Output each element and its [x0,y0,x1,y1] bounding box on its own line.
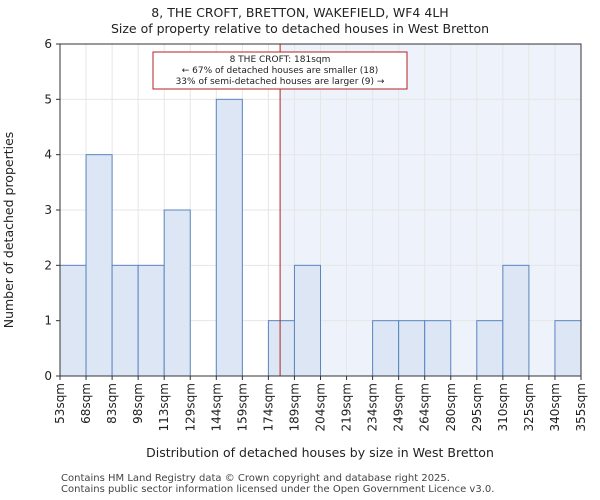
x-axis-label: Distribution of detached houses by size … [146,445,494,460]
annotation-box: 8 THE CROFT: 181sqm ← 67% of detached ho… [152,51,408,90]
annotation-line1: 8 THE CROFT: 181sqm [230,55,331,65]
x-tick-label: 144sqm [209,383,223,431]
y-tick-label: 1 [44,314,52,328]
annotation-line3: 33% of semi-detached houses are larger (… [176,77,385,87]
x-tick-label: 280sqm [444,383,458,431]
annotation-frame [152,51,408,90]
annotation-line2: ← 67% of detached houses are smaller (18… [182,66,379,76]
histogram-bar [502,264,530,377]
histogram-bar [372,320,400,377]
x-tick-label: 129sqm [183,383,197,431]
footer-attribution-line2: Contains public sector information licen… [61,484,495,495]
x-tick-label: 159sqm [235,383,249,431]
x-tick-label: 219sqm [340,383,354,431]
x-tick-label: 234sqm [366,383,380,431]
x-tick-label: 355sqm [574,383,588,431]
x-tick-label: 340sqm [548,383,562,431]
x-tick-label: 189sqm [287,383,301,431]
chart-title-line1: 8, THE CROFT, BRETTON, WAKEFIELD, WF4 4L… [151,5,448,20]
x-tick-label: 113sqm [157,383,171,431]
y-tick-label: 6 [44,37,52,51]
histogram-bar [215,98,243,377]
histogram-bar [267,320,295,377]
x-tick-label: 310sqm [496,383,510,431]
footer-attribution-line1: Contains HM Land Registry data © Crown c… [61,473,450,484]
histogram-bar [554,320,582,377]
x-tick-label: 174sqm [261,383,275,431]
chart-title-line2: Size of property relative to detached ho… [111,21,489,36]
histogram-bar [476,320,504,377]
y-tick-label: 4 [44,148,52,162]
histogram-bar [163,209,191,377]
y-tick-label: 2 [44,258,52,272]
y-tick-label: 0 [44,369,52,383]
histogram-bar [293,264,322,377]
x-tick-label: 53sqm [53,383,67,424]
x-tick-label: 249sqm [392,383,406,431]
y-axis-label: Number of detached properties [1,132,16,329]
histogram-bar [59,264,87,377]
histogram-bar [137,264,165,377]
x-tick-label: 325sqm [522,383,536,431]
x-tick-label: 68sqm [79,383,93,424]
histogram-bar [424,320,452,377]
x-tick-label: 98sqm [131,383,145,424]
x-tick-label: 83sqm [105,383,119,424]
y-tick-label: 5 [44,92,52,106]
x-tick-label: 295sqm [470,383,484,431]
histogram-bar [111,264,139,377]
x-tick-label: 204sqm [314,383,328,431]
y-tick-label: 3 [44,203,52,217]
x-tick-label: 264sqm [418,383,432,431]
histogram-bar [398,320,426,377]
histogram-bar [85,154,113,377]
